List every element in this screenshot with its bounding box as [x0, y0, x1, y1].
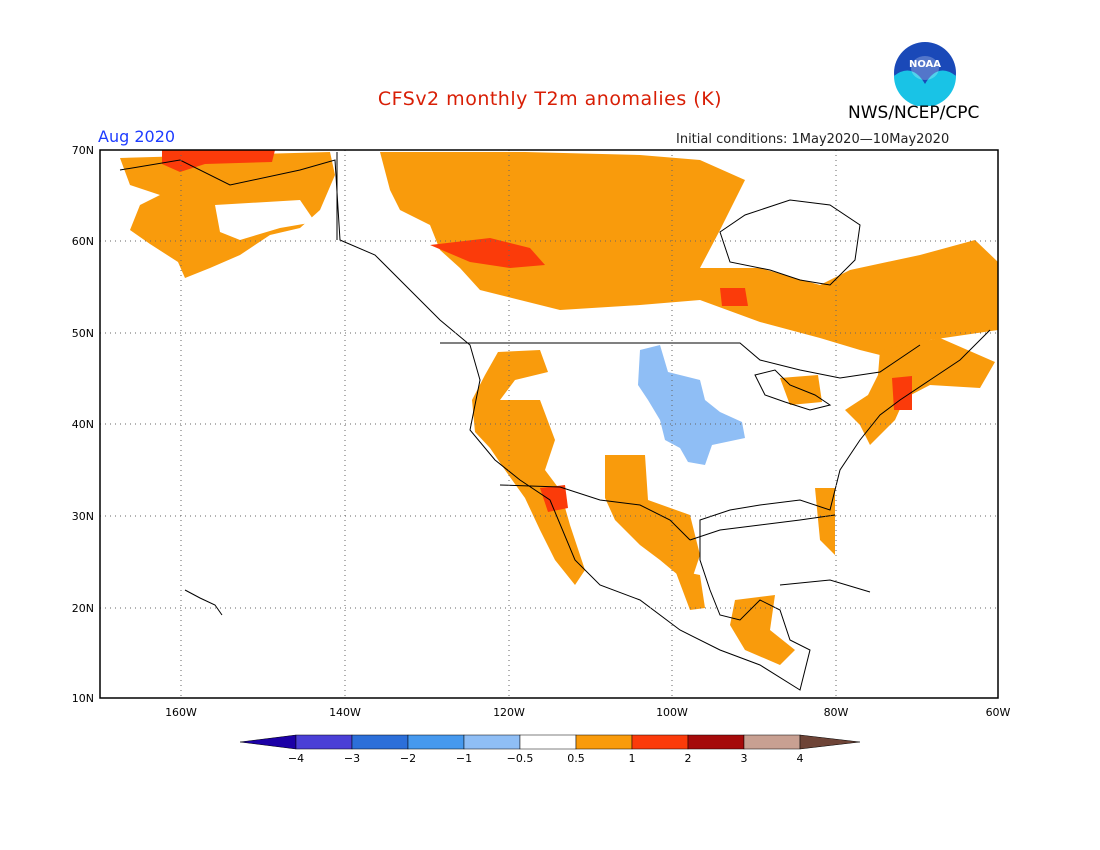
border-us-canada — [440, 342, 921, 379]
legend-label: 0.5 — [567, 752, 585, 765]
legend-label: −1 — [456, 752, 472, 765]
legend-swatch — [687, 734, 745, 750]
lat-label: 20N — [72, 602, 94, 615]
lon-label: 60W — [986, 706, 1011, 719]
legend-label: 2 — [685, 752, 692, 765]
anomaly-region-central-america — [730, 595, 795, 665]
legend-label: 1 — [629, 752, 636, 765]
color-legend — [239, 734, 861, 750]
lat-label: 50N — [72, 327, 94, 340]
anomaly-region-west-us — [472, 350, 585, 585]
legend-swatch — [295, 734, 353, 750]
hawaii — [184, 589, 223, 616]
lat-label: 40N — [72, 418, 94, 431]
legend-label: −2 — [400, 752, 416, 765]
lon-label: 160W — [165, 706, 197, 719]
legend-label: −3 — [344, 752, 360, 765]
legend-swatch — [463, 734, 521, 750]
anomaly-region-baja-warm — [540, 485, 568, 512]
anomaly-region-hudson-white — [720, 192, 860, 280]
legend-swatch — [743, 734, 801, 750]
lat-label: 10N — [72, 692, 94, 705]
legend-swatch — [631, 734, 689, 750]
anomaly-region-canada — [380, 152, 998, 360]
anomaly-region-northeast — [845, 338, 995, 445]
latitude-labels: 70N 60N 50N 40N 30N 20N 10N — [72, 144, 94, 705]
legend-swatch — [407, 734, 465, 750]
anomaly-region-ontario-warm — [720, 288, 748, 306]
chart-title: CFSv2 monthly T2m anomalies (K) — [377, 88, 723, 110]
legend-label: 4 — [797, 752, 804, 765]
noaa-logo-text: NOAA — [909, 59, 941, 70]
legend-swatch — [351, 734, 409, 750]
lon-label: 100W — [656, 706, 688, 719]
anomaly-region-southeast — [815, 488, 835, 555]
border-us-mexico — [499, 484, 691, 541]
noaa-logo: NOAA — [894, 42, 956, 106]
anomaly-region-southwest-us — [605, 455, 700, 585]
map-frame — [99, 149, 999, 699]
lon-label: 80W — [824, 706, 849, 719]
legend-label: −0.5 — [507, 752, 534, 765]
anomaly-region-bc-warm — [430, 238, 545, 268]
lat-label: 70N — [72, 144, 94, 157]
organization-label: NWS/NCEP/CPC — [848, 103, 980, 123]
gulf-coast — [689, 514, 836, 541]
coastline-north-america — [119, 159, 991, 691]
great-lakes — [754, 369, 832, 411]
anomaly-region-alaska-north-warm — [162, 150, 275, 172]
legend-label: −4 — [288, 752, 304, 765]
legend-swatch-min — [239, 734, 297, 750]
longitude-labels: 160W 140W 120W 100W 80W 60W — [165, 706, 1010, 719]
anomaly-region-arctic-white — [760, 152, 998, 218]
anomaly-fill-layer — [120, 150, 998, 665]
legend-labels: −4 −3 −2 −1 −0.5 0.5 1 2 3 4 — [288, 752, 804, 765]
lon-label: 140W — [329, 706, 361, 719]
forecast-month: Aug 2020 — [98, 127, 176, 146]
legend-label: 3 — [741, 752, 748, 765]
anomaly-region-plains-cool — [638, 345, 745, 465]
coastline-layer — [119, 152, 991, 691]
anomaly-region-mexico-south — [675, 570, 705, 610]
lon-label: 120W — [493, 706, 525, 719]
initial-conditions: Initial conditions: 1May2020—10May2020 — [676, 132, 950, 147]
legend-swatch — [519, 734, 577, 750]
lat-label: 30N — [72, 510, 94, 523]
anomaly-region-new-england-warm — [892, 376, 912, 410]
anomaly-region-alaska-white — [215, 200, 315, 240]
cuba — [779, 579, 871, 593]
anomaly-region-great-lakes — [780, 375, 822, 405]
hudson-bay — [719, 199, 861, 286]
lat-label: 60N — [72, 235, 94, 248]
legend-swatch-max — [799, 734, 861, 750]
legend-swatch — [575, 734, 633, 750]
